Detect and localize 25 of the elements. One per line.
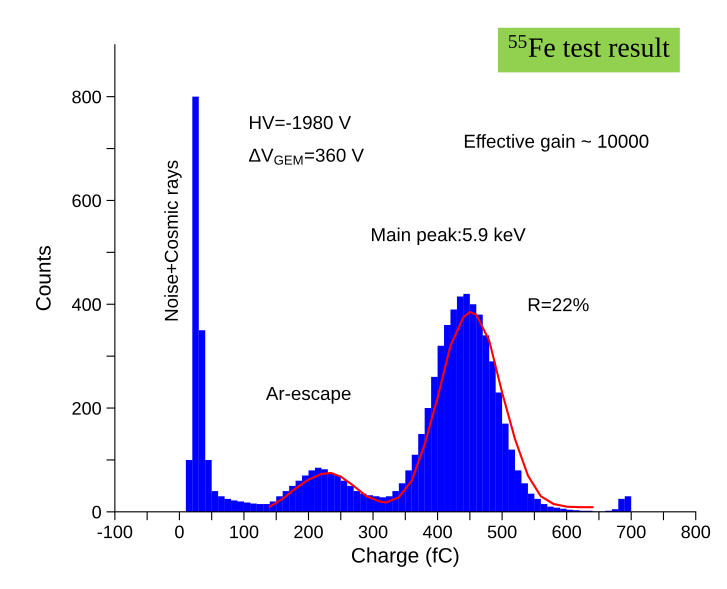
x-tick-label: 100	[230, 526, 258, 538]
x-tick-label: 700	[617, 526, 646, 538]
x-tick-label: 300	[358, 526, 388, 538]
y-tick-label: 800	[72, 90, 101, 104]
x-tick-label: 800	[681, 526, 710, 538]
y-tick-label: 200	[72, 402, 101, 415]
x-axis-title: Charge (fC)	[352, 547, 458, 567]
y-tick-label: 400	[72, 298, 101, 311]
annotation: Effective gain ~ 10000	[464, 134, 648, 152]
x-tick-label: 600	[552, 526, 582, 538]
x-tick-label: 0	[175, 526, 184, 538]
annotation: Main peak:5.9 keV	[372, 228, 526, 246]
y-tick-label: 600	[72, 194, 101, 208]
annotation: ΔV$_{GEM}$=360 V	[249, 148, 364, 165]
chart-title: $^{55}$Fe test result	[508, 35, 670, 58]
annotation: Noise+Cosmic rays	[164, 160, 182, 320]
annotation: R=22%	[528, 298, 589, 312]
x-tick-label: 500	[488, 526, 516, 538]
x-tick-label: 200	[294, 526, 323, 538]
annotation: HV=-1980 V	[250, 116, 352, 130]
annotation: Ar-escape	[266, 387, 351, 404]
x-tick-label: 400	[422, 526, 452, 538]
y-tick-label: 0	[92, 506, 101, 519]
x-tick-label: -100	[98, 526, 132, 538]
y-axis-title: Counts	[36, 246, 51, 310]
